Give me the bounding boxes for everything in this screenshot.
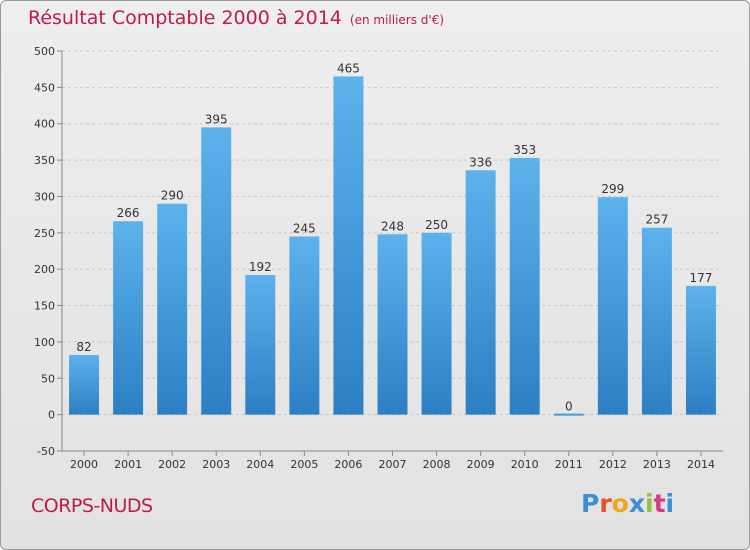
bar-value-label: 245: [293, 221, 316, 235]
x-tick-label: 2000: [70, 458, 98, 471]
x-tick-label: 2003: [202, 458, 230, 471]
x-tick-label: 2005: [290, 458, 318, 471]
unit-note: (en milliers d'€): [349, 13, 445, 27]
y-tick-label: 400: [34, 118, 55, 131]
title-text: Résultat Comptable 2000 à 2014: [28, 7, 342, 29]
x-tick-label: 2014: [687, 458, 715, 471]
bar: [113, 221, 144, 415]
x-tick-label: 2009: [467, 458, 495, 471]
y-tick-label: 350: [34, 154, 55, 167]
bar-value-label: 336: [469, 155, 492, 169]
logo-letter: P: [581, 489, 600, 518]
bar: [377, 234, 408, 415]
logo-letter: x: [628, 489, 645, 518]
y-tick-label: 150: [34, 300, 55, 313]
bar-value-label: 353: [513, 143, 536, 157]
y-tick-label: 300: [34, 190, 55, 203]
bar-value-label: 0: [565, 400, 573, 414]
x-tick-label: 2006: [334, 458, 362, 471]
bar-value-label: 82: [76, 340, 91, 354]
y-tick-label: 500: [34, 45, 55, 58]
x-tick-label: 2001: [114, 458, 142, 471]
bar-value-label: 395: [205, 112, 228, 126]
bar: [333, 76, 364, 415]
bar: [509, 157, 540, 415]
proxiti-logo[interactable]: Proxiti: [581, 489, 674, 518]
logo-letter: i: [665, 489, 675, 518]
chart-title: Résultat Comptable 2000 à 2014 (en millie…: [28, 7, 444, 29]
bar: [69, 355, 100, 415]
bar: [201, 127, 232, 415]
bar: [245, 275, 276, 415]
y-tick-label: 250: [34, 227, 55, 240]
x-tick-label: 2002: [158, 458, 186, 471]
y-tick-label: 200: [34, 263, 55, 276]
x-tick-label: 2013: [643, 458, 671, 471]
x-tick-label: 2010: [511, 458, 539, 471]
bar-value-label: 177: [690, 271, 713, 285]
y-tick-label: 100: [34, 336, 55, 349]
logo-letter: r: [599, 489, 612, 518]
bar: [641, 227, 672, 415]
axes: -50 0 50 100 150 200 250 300 350 400 450 500 2000 200…: [34, 45, 723, 471]
bar: [465, 170, 496, 415]
logo-letter: i: [645, 489, 654, 518]
y-tick-label: -50: [37, 445, 55, 458]
bar-value-label: 248: [381, 219, 404, 233]
logo-letter: t: [653, 489, 666, 518]
bar-value-label: 257: [645, 213, 668, 227]
bar-value-label: 299: [601, 182, 624, 196]
x-tick-label: 2012: [599, 458, 627, 471]
bar: [553, 413, 584, 416]
bar: [421, 232, 452, 415]
x-tick-label: 2007: [379, 458, 407, 471]
y-tick-label: 450: [34, 81, 55, 94]
entity-name: CORPS-NUDS: [31, 495, 153, 517]
y-tick-label: 0: [48, 409, 55, 422]
x-tick-label: 2004: [246, 458, 274, 471]
y-tick-label: 50: [41, 372, 55, 385]
bar-value-label: 192: [249, 260, 272, 274]
data-labels: 82 266 290 395 192 245 465 248 250 336 353 0 299 257 1…: [76, 61, 712, 413]
bar-value-label: 290: [161, 189, 184, 203]
bar: [597, 197, 628, 415]
logo-letter: o: [611, 489, 629, 518]
bar: [289, 236, 320, 415]
x-tick-label: 2008: [423, 458, 451, 471]
bar-value-label: 266: [117, 206, 140, 220]
bar-value-label: 465: [337, 61, 360, 75]
bar: [157, 203, 188, 415]
bar-value-label: 250: [425, 218, 448, 232]
x-tick-label: 2011: [555, 458, 583, 471]
bars: [69, 76, 716, 416]
bar: [685, 285, 716, 415]
